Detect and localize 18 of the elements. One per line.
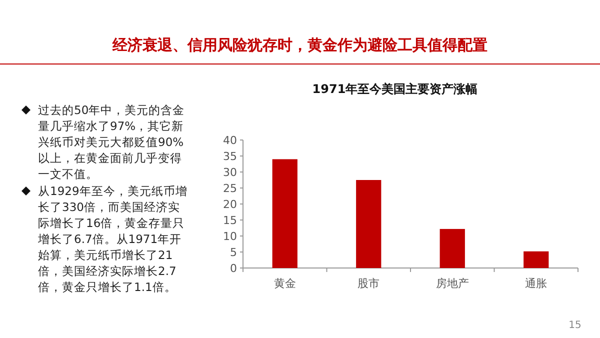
x-tick-label: 房地产	[436, 277, 469, 290]
y-tick-label: 20	[223, 198, 237, 211]
y-tick-label: 30	[223, 166, 237, 179]
x-tick-label: 股市	[358, 277, 380, 290]
chart-title: 经济衰退、信用风险犹存时，黄金作为避险工具值得配置	[112, 36, 488, 54]
x-tick-label: 通胀	[525, 277, 548, 290]
chart-subtitle: 1971年至今美国主要资产涨幅	[312, 82, 478, 96]
y-tick-label: 25	[223, 182, 237, 195]
y-tick-label: 35	[223, 150, 237, 163]
y-tick-label: 15	[223, 214, 237, 227]
y-tick-label: 10	[223, 230, 237, 243]
x-tick-label: 黄金	[274, 277, 296, 290]
y-tick-label: 5	[230, 246, 237, 259]
text: 过去的50年中，美元的含金量几乎缩水了97%，其它新兴纸币对美元大都贬值90%以上，在黄金面前几乎变得一文不值。	[38, 102, 186, 182]
text: 15	[568, 320, 582, 331]
y-tick-label: 0	[230, 262, 237, 275]
y-tick-label: 40	[223, 134, 237, 147]
text: 从1929年至今，美元纸币增长了330倍，而美国经济实际增长了16倍，黄金存量只增长了6.7倍。从1971年开始算，美元纸币增长了21倍，美国经济实际增长2.7倍，黄金只增长了1.1倍。	[38, 183, 188, 295]
